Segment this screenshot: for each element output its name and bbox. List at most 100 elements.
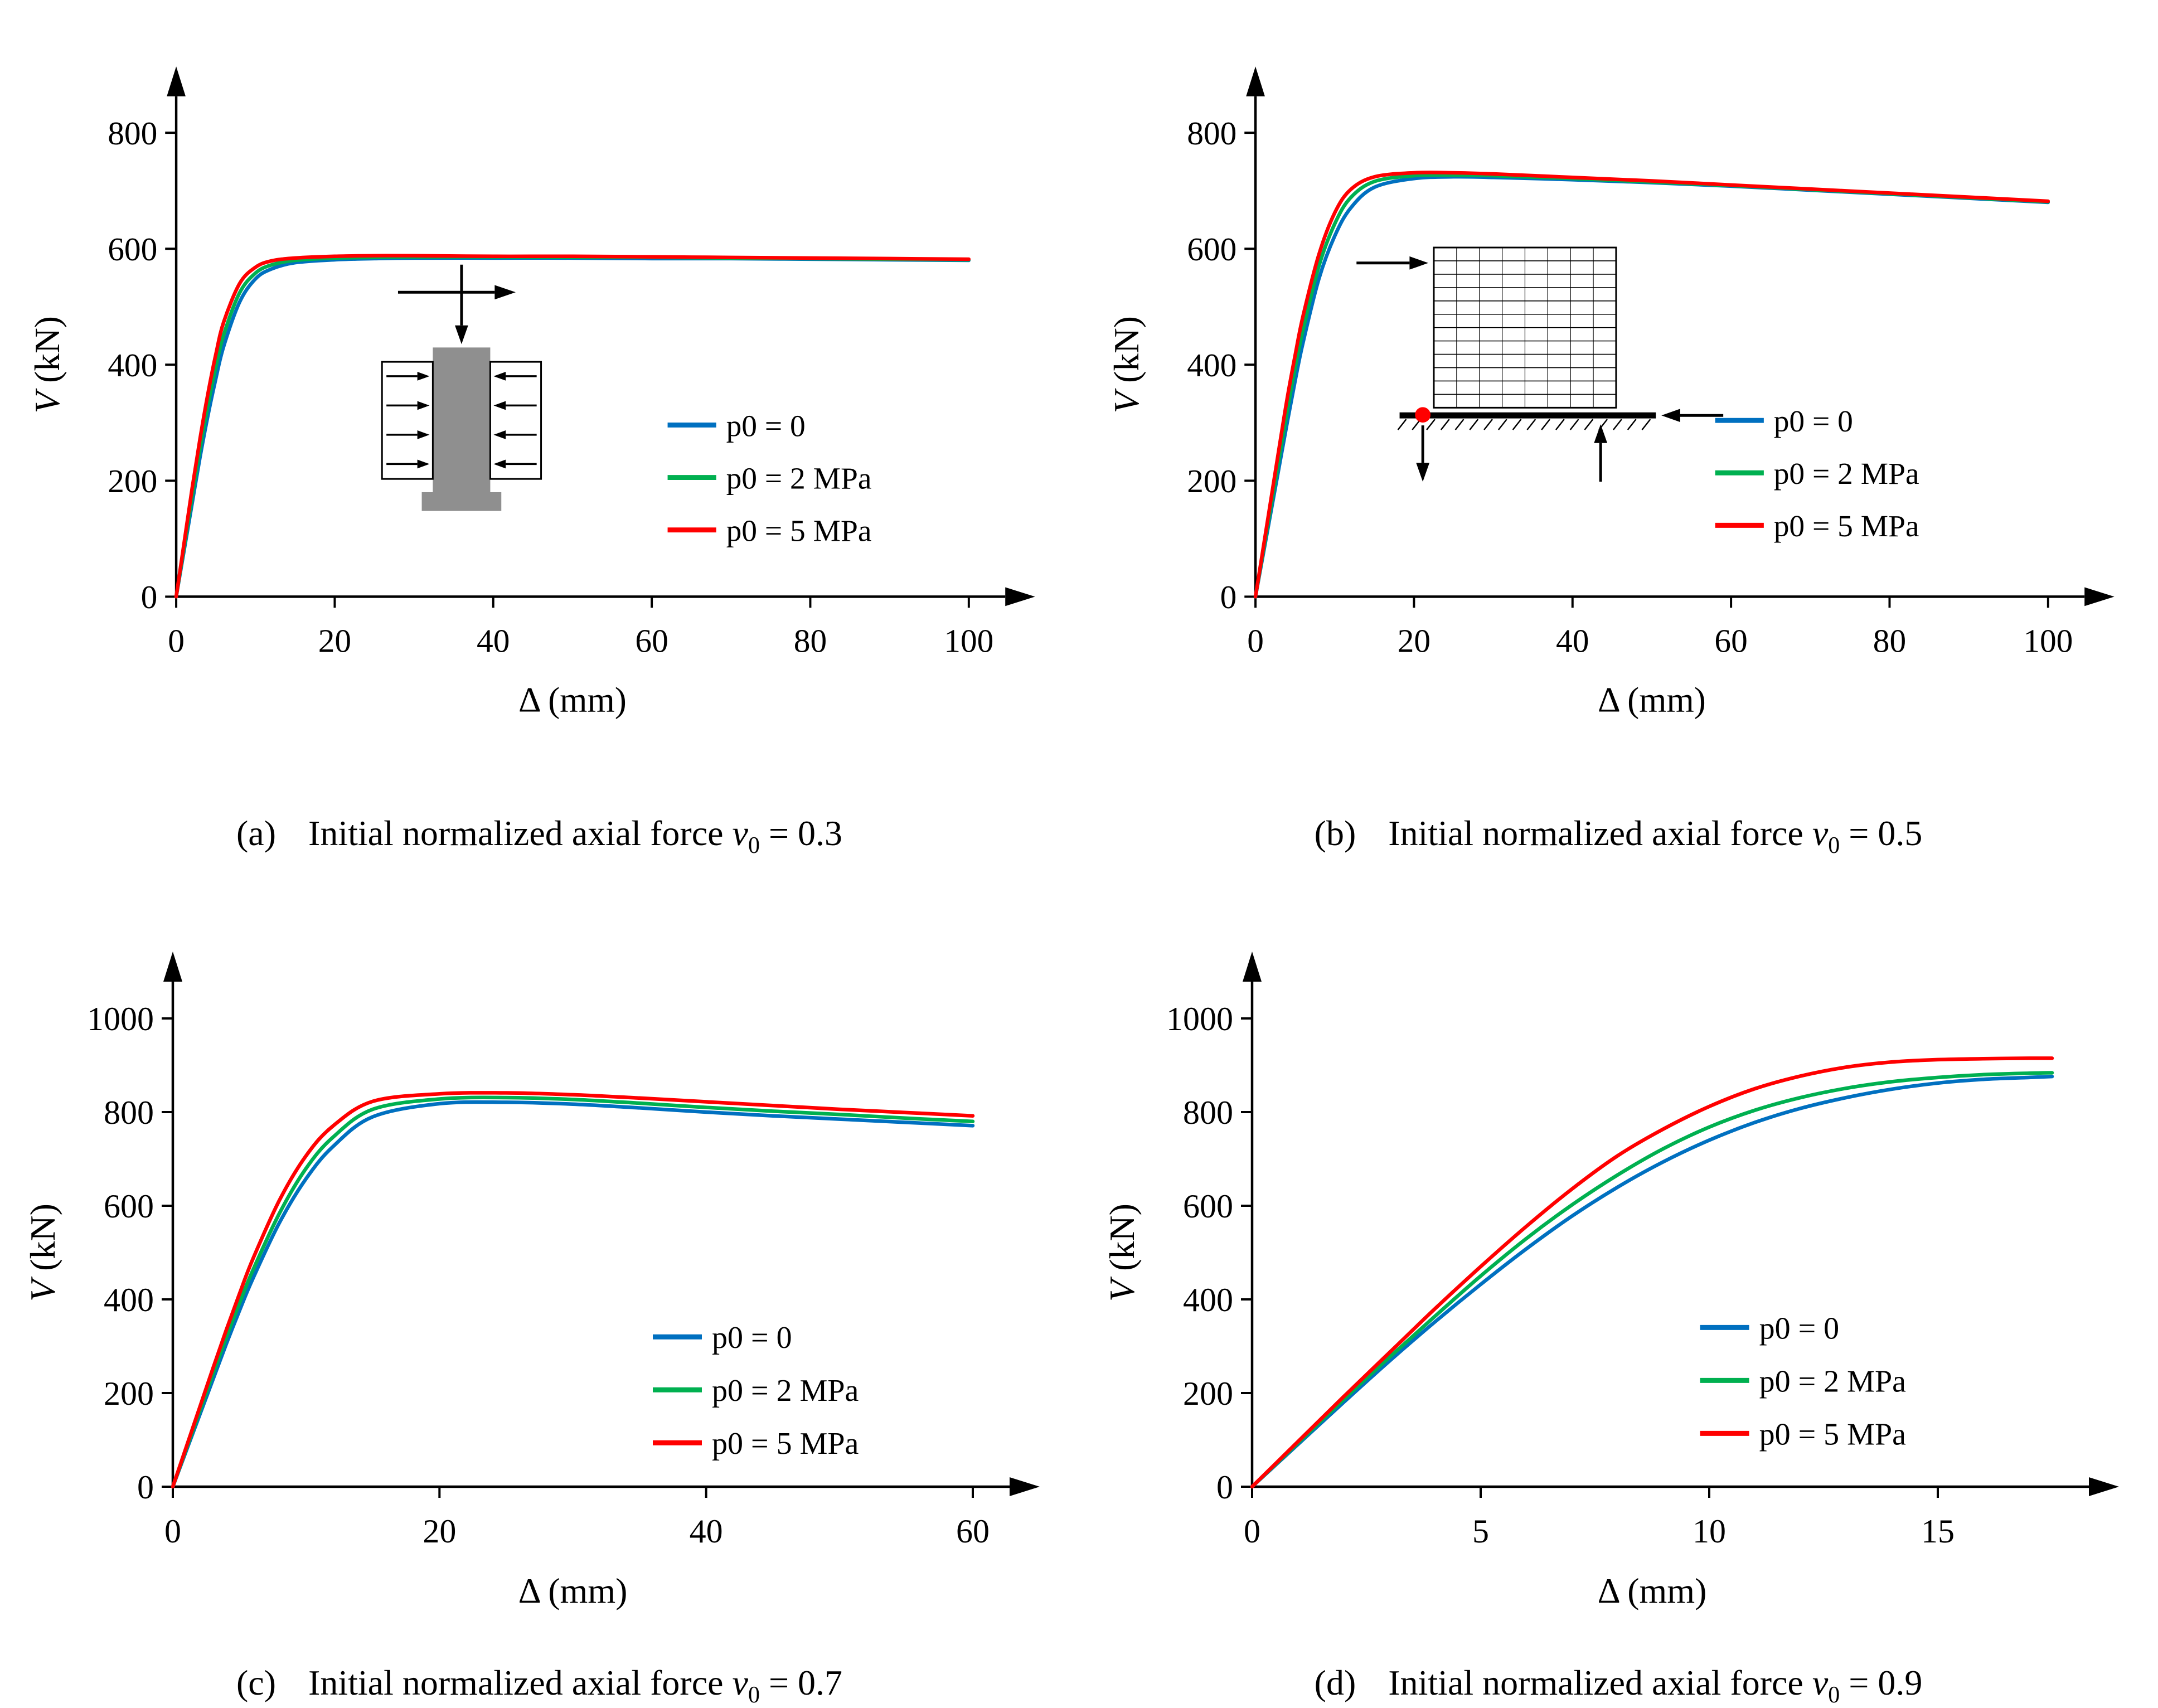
- caption-c-prefix: (c): [236, 1663, 276, 1702]
- y-tick-label: 200: [1183, 1375, 1233, 1412]
- shear-load-arrow: [397, 285, 516, 300]
- legend-label: p0 = 2 MPa: [712, 1374, 859, 1408]
- y-axis-label: V (kN): [1107, 316, 1146, 413]
- axes: 0 200 400 600 800 0 20 40 60 80 100 Δ (mm) V (kN): [1107, 66, 2115, 719]
- legend: p0 = 0 p0 = 2 MPa p0 = 5 MPa: [653, 1321, 859, 1461]
- lateral-pressure-arrow: [493, 371, 537, 381]
- legend-label: p0 = 0: [712, 1321, 792, 1355]
- chart-d: 0 200 400 600 800 1000 0 5 10 15 Δ (mm) V (kN) p0 = …: [1102, 952, 2119, 1610]
- support-reaction-arrow: [1593, 424, 1607, 482]
- caption-a: (a) Initial normalized axial force ν0 = …: [236, 813, 842, 857]
- legend-label: p0 = 5 MPa: [1759, 1417, 1906, 1452]
- chart-b: 0 200 400 600 800 0 20 40 60 80 100 Δ (mm) V (kN) p0 …: [1107, 66, 2115, 719]
- y-tick-label: 800: [1187, 115, 1236, 152]
- y-axis: [1245, 66, 1265, 597]
- y-axis: [163, 952, 182, 1487]
- x-axis: [176, 587, 1035, 606]
- lateral-pressure-arrow: [493, 430, 537, 439]
- y-tick-label: 200: [108, 463, 157, 499]
- legend-label: p0 = 2 MPa: [1759, 1364, 1906, 1399]
- x-tick-label: 80: [794, 622, 827, 659]
- red-node-marker: [1414, 407, 1430, 423]
- x-tick-label: 100: [2023, 622, 2073, 659]
- panel-d: 0 200 400 600 800 1000 0 5 10 15 Δ (mm) V (kN) p0 = …: [1079, 854, 2158, 1708]
- y-tick-label: 400: [1183, 1282, 1233, 1318]
- curve-green: [171, 1095, 975, 1489]
- curve-blue: [1250, 1074, 2054, 1489]
- legend-label: p0 = 2 MPa: [1773, 457, 1919, 491]
- lateral-pressure-arrow: [386, 430, 430, 439]
- y-tick-label: 0: [141, 579, 158, 615]
- legend-label: p0 = 5 MPa: [1773, 510, 1919, 544]
- lateral-pressure-arrow: [493, 459, 537, 469]
- y-tick-label: 200: [1187, 463, 1236, 499]
- curve-green: [1253, 173, 2050, 599]
- x-tick-label: 0: [168, 622, 185, 659]
- axes: 0 200 400 600 800 1000 0 5 10 15 Δ (mm) V (kN): [1102, 952, 2119, 1610]
- caption-d-symbol: ν: [1812, 1663, 1829, 1702]
- caption-b-symbol: ν: [1812, 813, 1829, 853]
- uplift-reaction-arrow: [1415, 425, 1429, 482]
- x-axis: [1252, 1477, 2119, 1496]
- caption-c-body: Initial normalized axial force ν0 = 0.7: [308, 1662, 842, 1707]
- x-axis-label: Δ (mm): [1597, 1571, 1706, 1610]
- curve-blue: [171, 1100, 975, 1489]
- x-axis-label: Δ (mm): [1597, 680, 1705, 719]
- y-tick-label: 1000: [87, 1001, 154, 1037]
- caption-a-main: Initial normalized axial force: [308, 813, 733, 853]
- curve-green: [1250, 1071, 2054, 1489]
- y-axis: [1242, 952, 1262, 1487]
- y-tick-label: 0: [137, 1469, 154, 1506]
- legend-label: p0 = 2 MPa: [726, 462, 872, 496]
- x-tick-label: 60: [956, 1513, 990, 1550]
- y-tick-label: 800: [1183, 1094, 1233, 1131]
- chart-root: 0 200 400 600 800 1000 0 20 40 60 Δ (mm) V (kN) p0 =…: [23, 952, 1040, 1610]
- y-tick-label: 1000: [1166, 1001, 1233, 1037]
- chart-root: 0 200 400 600 800 0 20 40 60 80 100 Δ (mm) V (kN) p0 …: [28, 66, 1035, 719]
- y-tick-label: 800: [108, 115, 157, 152]
- panel-a: 0 200 400 600 800 0 20 40 60 80 100 Δ (mm) V (kN) p0 …: [0, 0, 1079, 857]
- wall-schematic-inset: [1356, 246, 1723, 482]
- column-schematic-inset: [381, 264, 542, 511]
- caption-b-suffix: = 0.5: [1840, 813, 1923, 853]
- caption-c-main: Initial normalized axial force: [308, 1663, 733, 1702]
- y-tick-label: 200: [104, 1375, 154, 1412]
- legend-label: p0 = 5 MPa: [726, 515, 872, 549]
- x-tick-label: 15: [1921, 1513, 1955, 1550]
- x-tick-label: 100: [944, 622, 993, 659]
- caption-a-prefix: (a): [236, 813, 276, 853]
- x-tick-label: 10: [1693, 1513, 1726, 1550]
- caption-b-prefix: (b): [1314, 813, 1356, 853]
- x-tick-label: 0: [1244, 1513, 1260, 1550]
- x-tick-label: 20: [1397, 622, 1430, 659]
- caption-b-body: Initial normalized axial force ν0 = 0.5: [1388, 813, 1923, 857]
- legend-label: p0 = 0: [1773, 405, 1853, 439]
- x-tick-label: 60: [1714, 622, 1747, 659]
- caption-d-suffix: = 0.9: [1840, 1663, 1923, 1702]
- y-tick-label: 800: [104, 1094, 154, 1131]
- y-tick-label: 400: [104, 1282, 154, 1318]
- y-axis: [167, 66, 186, 597]
- curve-red: [1253, 171, 2050, 599]
- base-shear-arrow: [1661, 409, 1723, 423]
- axes: 0 200 400 600 800 1000 0 20 40 60 Δ (mm) V (kN): [23, 952, 1040, 1610]
- y-axis-label: V (kN): [23, 1204, 62, 1302]
- caption-a-subscript: 0: [748, 832, 760, 858]
- caption-a-body: Initial normalized axial force ν0 = 0.3: [308, 813, 842, 857]
- chart-root: 0 200 400 600 800 1000 0 5 10 15 Δ (mm) V (kN) p0 = …: [1102, 952, 2119, 1610]
- axial-load-arrow: [455, 264, 468, 344]
- caption-b-subscript: 0: [1828, 832, 1840, 858]
- x-tick-label: 0: [1247, 622, 1264, 659]
- lateral-pressure-arrow: [386, 459, 430, 469]
- caption-c-subscript: 0: [748, 1682, 760, 1708]
- chart-root: 0 200 400 600 800 0 20 40 60 80 100 Δ (mm) V (kN) p0 …: [1107, 66, 2115, 719]
- caption-d-subscript: 0: [1828, 1682, 1840, 1708]
- x-tick-label: 40: [1556, 622, 1589, 659]
- panel-b: 0 200 400 600 800 0 20 40 60 80 100 Δ (mm) V (kN) p0 …: [1079, 0, 2158, 857]
- x-axis-label: Δ (mm): [518, 1571, 628, 1610]
- legend: p0 = 0 p0 = 2 MPa p0 = 5 MPa: [1715, 405, 1919, 544]
- axes: 0 200 400 600 800 0 20 40 60 80 100 Δ (mm) V (kN): [28, 66, 1035, 719]
- x-tick-label: 40: [690, 1513, 723, 1550]
- curve-blue: [1253, 174, 2050, 599]
